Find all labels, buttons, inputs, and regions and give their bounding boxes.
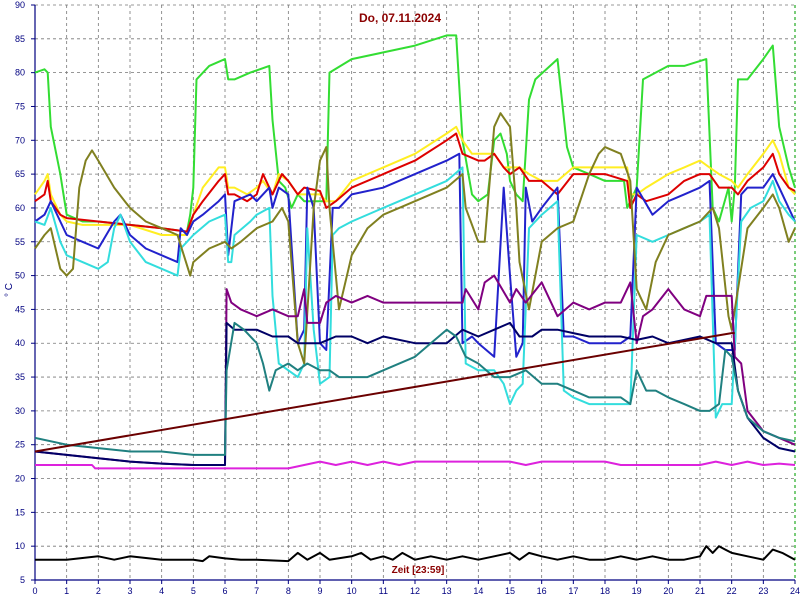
x-tick-label: 20: [663, 586, 673, 596]
x-tick-label: 18: [600, 586, 610, 596]
x-tick-label: 9: [317, 586, 322, 596]
x-tick-label: 4: [159, 586, 164, 596]
y-tick-label: 10: [15, 541, 25, 551]
series-lines: [34, 34, 796, 563]
x-tick-label: 12: [410, 586, 420, 596]
x-tick-label: 8: [286, 586, 291, 596]
y-tick-label: 75: [15, 101, 25, 111]
chart-title: Do, 07.11.2024: [359, 11, 441, 25]
y-tick-label: 85: [15, 34, 25, 44]
y-tick-label: 80: [15, 68, 25, 78]
y-tick-label: 65: [15, 169, 25, 179]
x-tick-label: 17: [568, 586, 578, 596]
x-tick-label: 5: [191, 586, 196, 596]
y-tick-label: 90: [15, 0, 25, 10]
y-tick-label: 50: [15, 271, 25, 281]
x-tick-label: 21: [695, 586, 705, 596]
y-tick-label: 70: [15, 135, 25, 145]
y-tick-label: 40: [15, 338, 25, 348]
series-line-11: [35, 460, 796, 470]
x-tick-label: 13: [442, 586, 452, 596]
series-line-7: [34, 274, 796, 466]
y-tick-label: 15: [15, 507, 25, 517]
series-line-6: [34, 112, 796, 365]
y-tick-label: 35: [15, 372, 25, 382]
y-axis-label: ° C: [4, 283, 15, 297]
series-line-12: [35, 545, 796, 563]
y-tick-labels: 5 10 15 20 25 30 35 40 45 50 55 60 65 70 75 80 85 90: [15, 0, 25, 585]
y-tick-label: 30: [15, 406, 25, 416]
x-tick-label: 10: [347, 586, 357, 596]
x-tick-label: 15: [505, 586, 515, 596]
y-tick-label: 20: [15, 474, 25, 484]
y-tick-label: 45: [15, 304, 25, 314]
x-tick-labels: 0 1 2 3 4 5 6 7 8 9 10 11 12 13 14 15 16 17 18 19 20 21 22 23 24: [32, 586, 800, 596]
x-tick-label: 24: [790, 586, 800, 596]
x-tick-label: 3: [127, 586, 132, 596]
x-tick-label: 2: [96, 586, 101, 596]
y-tick-label: 25: [15, 440, 25, 450]
x-tick-label: 14: [473, 586, 483, 596]
axes: [31, 4, 796, 584]
x-tick-label: 11: [379, 586, 388, 596]
x-tick-label: 19: [632, 586, 642, 596]
x-tick-label: 0: [32, 586, 37, 596]
x-axis-label: Zeit [23:59]: [392, 565, 445, 576]
series-line-10: [34, 332, 735, 453]
series-line-4: [34, 152, 796, 358]
x-tick-label: 22: [727, 586, 737, 596]
y-tick-label: 60: [15, 203, 25, 213]
x-tick-label: 23: [758, 586, 768, 596]
x-tick-label: 16: [537, 586, 547, 596]
series-line-3: [34, 132, 796, 233]
series-line-8: [34, 321, 796, 466]
series-line-1: [34, 34, 796, 233]
x-tick-label: 6: [222, 586, 227, 596]
y-tick-label: 55: [15, 237, 25, 247]
x-tick-label: 7: [254, 586, 259, 596]
x-tick-label: 1: [64, 586, 69, 596]
y-tick-label: 5: [20, 575, 25, 585]
series-line-9: [34, 321, 796, 456]
